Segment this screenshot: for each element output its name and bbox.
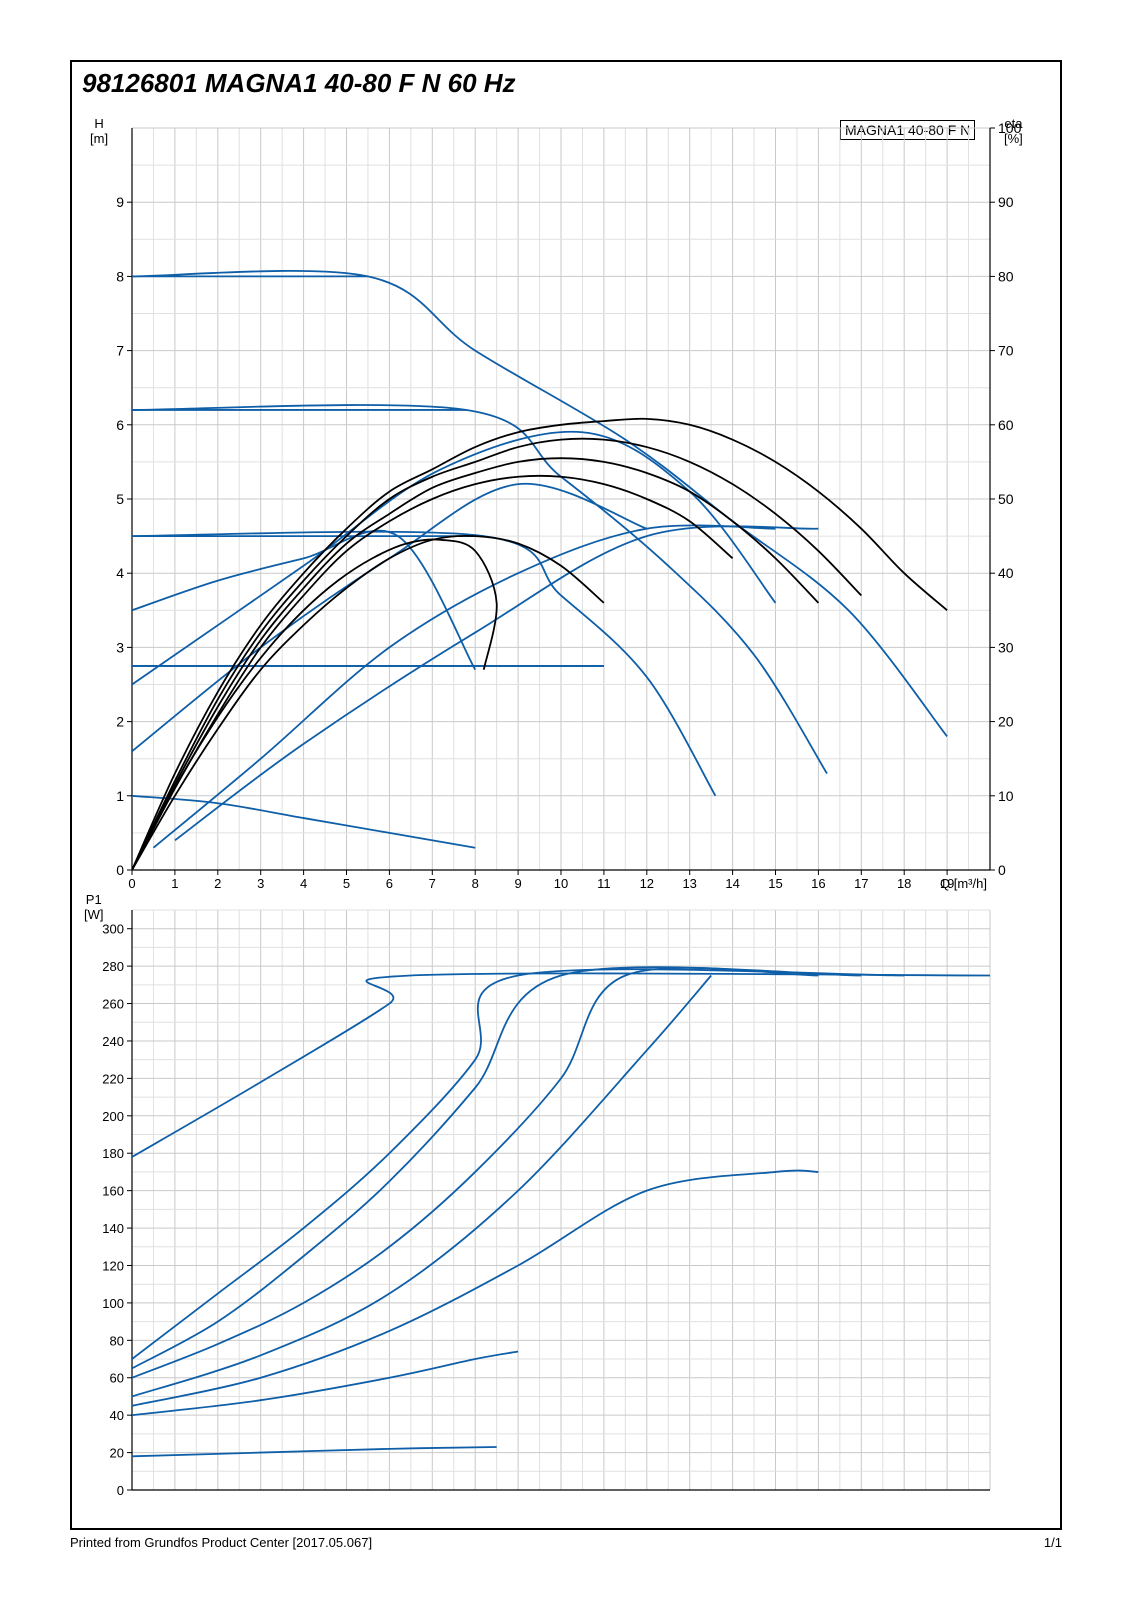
svg-text:2: 2 xyxy=(116,714,124,730)
svg-text:3: 3 xyxy=(257,876,264,891)
svg-text:100: 100 xyxy=(102,1296,124,1311)
svg-text:50: 50 xyxy=(998,491,1014,507)
svg-text:11: 11 xyxy=(597,876,611,891)
svg-text:13: 13 xyxy=(682,876,696,891)
svg-text:160: 160 xyxy=(102,1184,124,1199)
svg-text:7: 7 xyxy=(429,876,436,891)
svg-text:140: 140 xyxy=(102,1221,124,1236)
svg-text:280: 280 xyxy=(102,959,124,974)
svg-text:8: 8 xyxy=(116,268,124,284)
svg-text:2: 2 xyxy=(214,876,221,891)
svg-text:120: 120 xyxy=(102,1258,124,1273)
svg-text:4: 4 xyxy=(116,565,124,581)
svg-text:7: 7 xyxy=(116,343,124,359)
svg-text:300: 300 xyxy=(102,922,124,937)
svg-text:1: 1 xyxy=(171,876,178,891)
svg-text:8: 8 xyxy=(472,876,479,891)
svg-text:200: 200 xyxy=(102,1109,124,1124)
svg-text:20: 20 xyxy=(998,714,1014,730)
svg-text:20: 20 xyxy=(110,1446,124,1461)
svg-text:100: 100 xyxy=(998,120,1022,136)
svg-text:3: 3 xyxy=(116,639,124,655)
svg-text:17: 17 xyxy=(854,876,868,891)
svg-text:9: 9 xyxy=(514,876,521,891)
svg-text:60: 60 xyxy=(998,417,1014,433)
svg-text:9: 9 xyxy=(116,194,124,210)
svg-text:19: 19 xyxy=(940,876,954,891)
svg-text:180: 180 xyxy=(102,1146,124,1161)
footer-page: 1/1 xyxy=(1044,1535,1062,1550)
svg-text:70: 70 xyxy=(998,343,1014,359)
svg-text:4: 4 xyxy=(300,876,307,891)
chart-canvas: 0123456789010203040506070809010001234567… xyxy=(0,0,1132,1601)
svg-text:0: 0 xyxy=(117,1483,124,1498)
svg-text:12: 12 xyxy=(640,876,654,891)
footer-source: Printed from Grundfos Product Center [20… xyxy=(70,1535,372,1550)
svg-text:5: 5 xyxy=(343,876,350,891)
svg-text:1: 1 xyxy=(116,788,124,804)
svg-text:10: 10 xyxy=(998,788,1014,804)
svg-text:0: 0 xyxy=(116,862,124,878)
svg-text:0: 0 xyxy=(998,862,1006,878)
svg-text:15: 15 xyxy=(768,876,782,891)
svg-text:240: 240 xyxy=(102,1034,124,1049)
svg-text:18: 18 xyxy=(897,876,911,891)
svg-text:40: 40 xyxy=(998,565,1014,581)
svg-text:6: 6 xyxy=(116,417,124,433)
svg-text:10: 10 xyxy=(554,876,568,891)
svg-text:0: 0 xyxy=(128,876,135,891)
svg-text:6: 6 xyxy=(386,876,393,891)
svg-text:220: 220 xyxy=(102,1071,124,1086)
svg-text:14: 14 xyxy=(725,876,739,891)
svg-text:80: 80 xyxy=(998,268,1014,284)
svg-text:60: 60 xyxy=(110,1371,124,1386)
svg-text:90: 90 xyxy=(998,194,1014,210)
svg-text:16: 16 xyxy=(811,876,825,891)
svg-text:30: 30 xyxy=(998,639,1014,655)
svg-text:40: 40 xyxy=(110,1408,124,1423)
svg-text:5: 5 xyxy=(116,491,124,507)
svg-text:260: 260 xyxy=(102,997,124,1012)
svg-text:80: 80 xyxy=(110,1333,124,1348)
